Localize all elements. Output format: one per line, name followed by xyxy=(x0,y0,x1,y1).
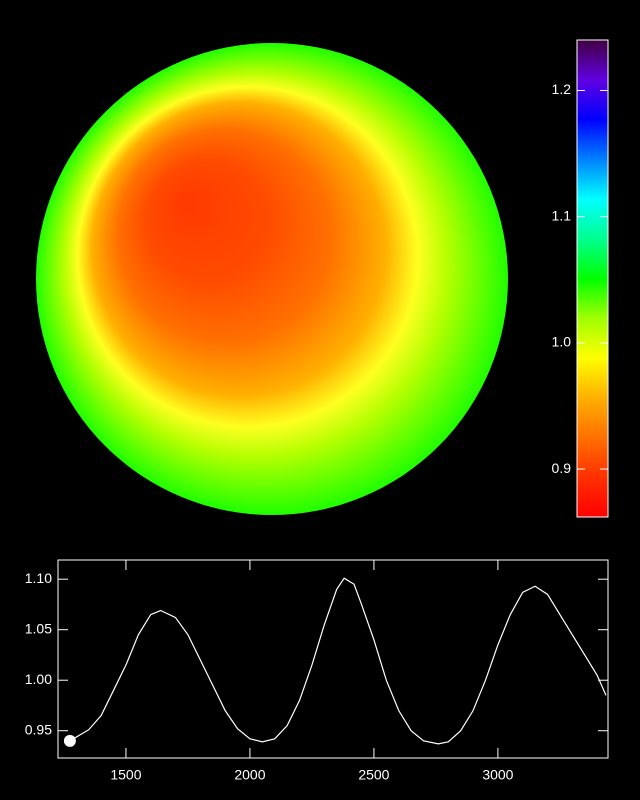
y-tick-label: 1.10 xyxy=(25,570,52,586)
current-marker xyxy=(63,734,76,747)
x-tick-label: 1500 xyxy=(110,767,141,783)
colorbar-tick-label: 0.9 xyxy=(552,460,572,476)
colorbar-tick-label: 1.1 xyxy=(552,207,572,223)
x-tick-label: 2500 xyxy=(358,767,389,783)
y-tick-label: 0.95 xyxy=(25,721,52,737)
colorbar xyxy=(576,39,609,518)
x-tick-label: 2000 xyxy=(234,767,265,783)
line-series xyxy=(69,577,607,745)
plot-frame xyxy=(57,559,609,759)
x-tick-label: 3000 xyxy=(482,767,513,783)
colorbar-tick-label: 1.2 xyxy=(552,81,572,97)
y-tick-label: 1.05 xyxy=(25,620,52,636)
y-tick-label: 1.00 xyxy=(25,671,52,687)
sphere xyxy=(36,43,508,515)
colorbar-tick-label: 1.0 xyxy=(552,334,572,350)
